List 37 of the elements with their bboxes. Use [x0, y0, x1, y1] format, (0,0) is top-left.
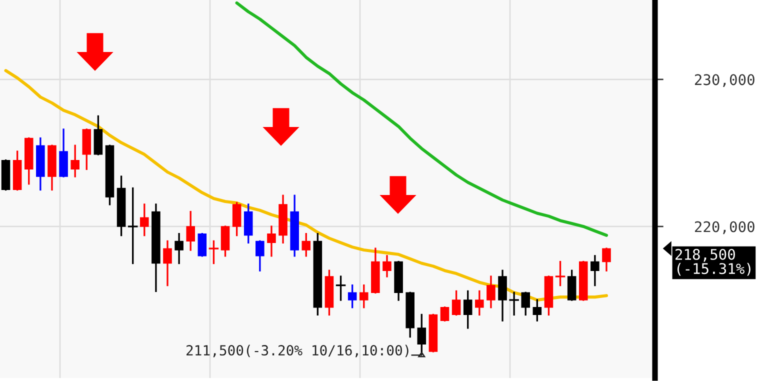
annotation: 211,500(-3.20% 10/16,10:00): [186, 344, 408, 358]
candlestick: [567, 270, 576, 301]
candlestick: [70, 144, 80, 178]
y-tick-label: 220,000: [694, 221, 754, 234]
candlestick: [417, 314, 426, 352]
candlestick: [267, 226, 276, 257]
candlestick: [475, 290, 484, 316]
candlestick: [256, 240, 264, 272]
candlestick: [486, 276, 496, 308]
candlestick: [174, 232, 184, 264]
candlestick: [602, 248, 611, 272]
candlestick: [440, 306, 450, 322]
candlestick: [348, 284, 357, 308]
candlestick: [163, 240, 172, 286]
candlestick: [521, 292, 530, 316]
line-series: [235, 1, 608, 237]
candlestick: [128, 187, 138, 264]
y-tick-label: 230,000: [694, 74, 754, 88]
candlestick: [208, 240, 219, 264]
candlestick: [302, 232, 311, 257]
candlestick: [359, 284, 368, 308]
candlestick: [498, 270, 507, 322]
candlestick: [220, 226, 230, 257]
candlestick: [452, 290, 461, 316]
candlestick: [532, 299, 542, 322]
candlestick: [244, 204, 253, 244]
candlestick: [382, 255, 392, 278]
candlestick: [232, 202, 242, 236]
candlestick: [336, 276, 346, 301]
candlestick: [463, 290, 472, 329]
candlestick: [140, 204, 149, 236]
text: 218,500 (-15.31%): [676, 248, 750, 276]
candlestick: [186, 210, 195, 251]
candlestick: [555, 260, 566, 286]
candlestick: [509, 292, 519, 316]
candlestick: [198, 232, 207, 257]
candlestick: [590, 255, 600, 286]
